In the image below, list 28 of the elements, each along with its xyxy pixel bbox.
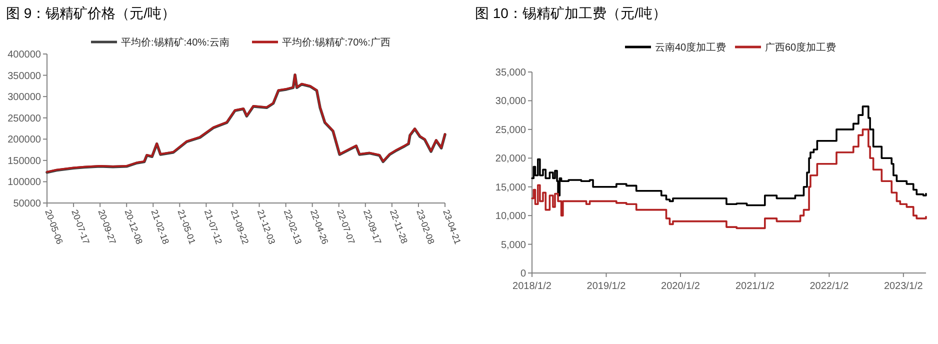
y-tick-label: 300000 — [8, 92, 42, 104]
y-tick-label: 50000 — [13, 198, 42, 210]
y-tick-label: 100000 — [8, 177, 42, 188]
y-tick-label: 15,000 — [495, 182, 526, 194]
y-tick-label: 5,000 — [500, 240, 526, 251]
y-tick-label: 0 — [520, 268, 526, 280]
chart-title: 图 9：锡精矿价格（元/吨） — [6, 5, 176, 21]
y-tick-label: 20,000 — [495, 154, 526, 165]
legend-label: 平均价:锡精矿:40%:云南 — [121, 36, 230, 48]
y-tick-label: 250000 — [8, 113, 42, 124]
y-tick-label: 200000 — [8, 134, 42, 146]
legend-label: 平均价:锡精矿:70%:广西 — [282, 36, 390, 48]
x-tick-label: 2019/1/2 — [586, 281, 626, 292]
legend-label: 广西60度加工费 — [765, 42, 836, 54]
x-tick-label: 2022/1/2 — [810, 281, 850, 292]
y-tick-label: 25,000 — [495, 124, 526, 136]
y-tick-label: 400000 — [8, 50, 42, 60]
x-tick-label: 2023/1/2 — [884, 281, 924, 292]
x-tick-label: 2018/1/2 — [512, 281, 552, 292]
x-tick-label: 2020/1/2 — [661, 281, 700, 292]
legend-label: 云南40度加工费 — [655, 42, 726, 54]
x-tick-label: 2021/1/2 — [735, 281, 775, 292]
y-tick-label: 350000 — [8, 70, 42, 82]
chart-title: 图 10：锡精矿加工费（元/吨） — [475, 5, 666, 21]
y-tick-label: 10,000 — [495, 211, 526, 222]
y-tick-label: 30,000 — [495, 96, 526, 108]
y-tick-label: 150000 — [8, 156, 42, 167]
y-tick-label: 35,000 — [495, 68, 526, 78]
